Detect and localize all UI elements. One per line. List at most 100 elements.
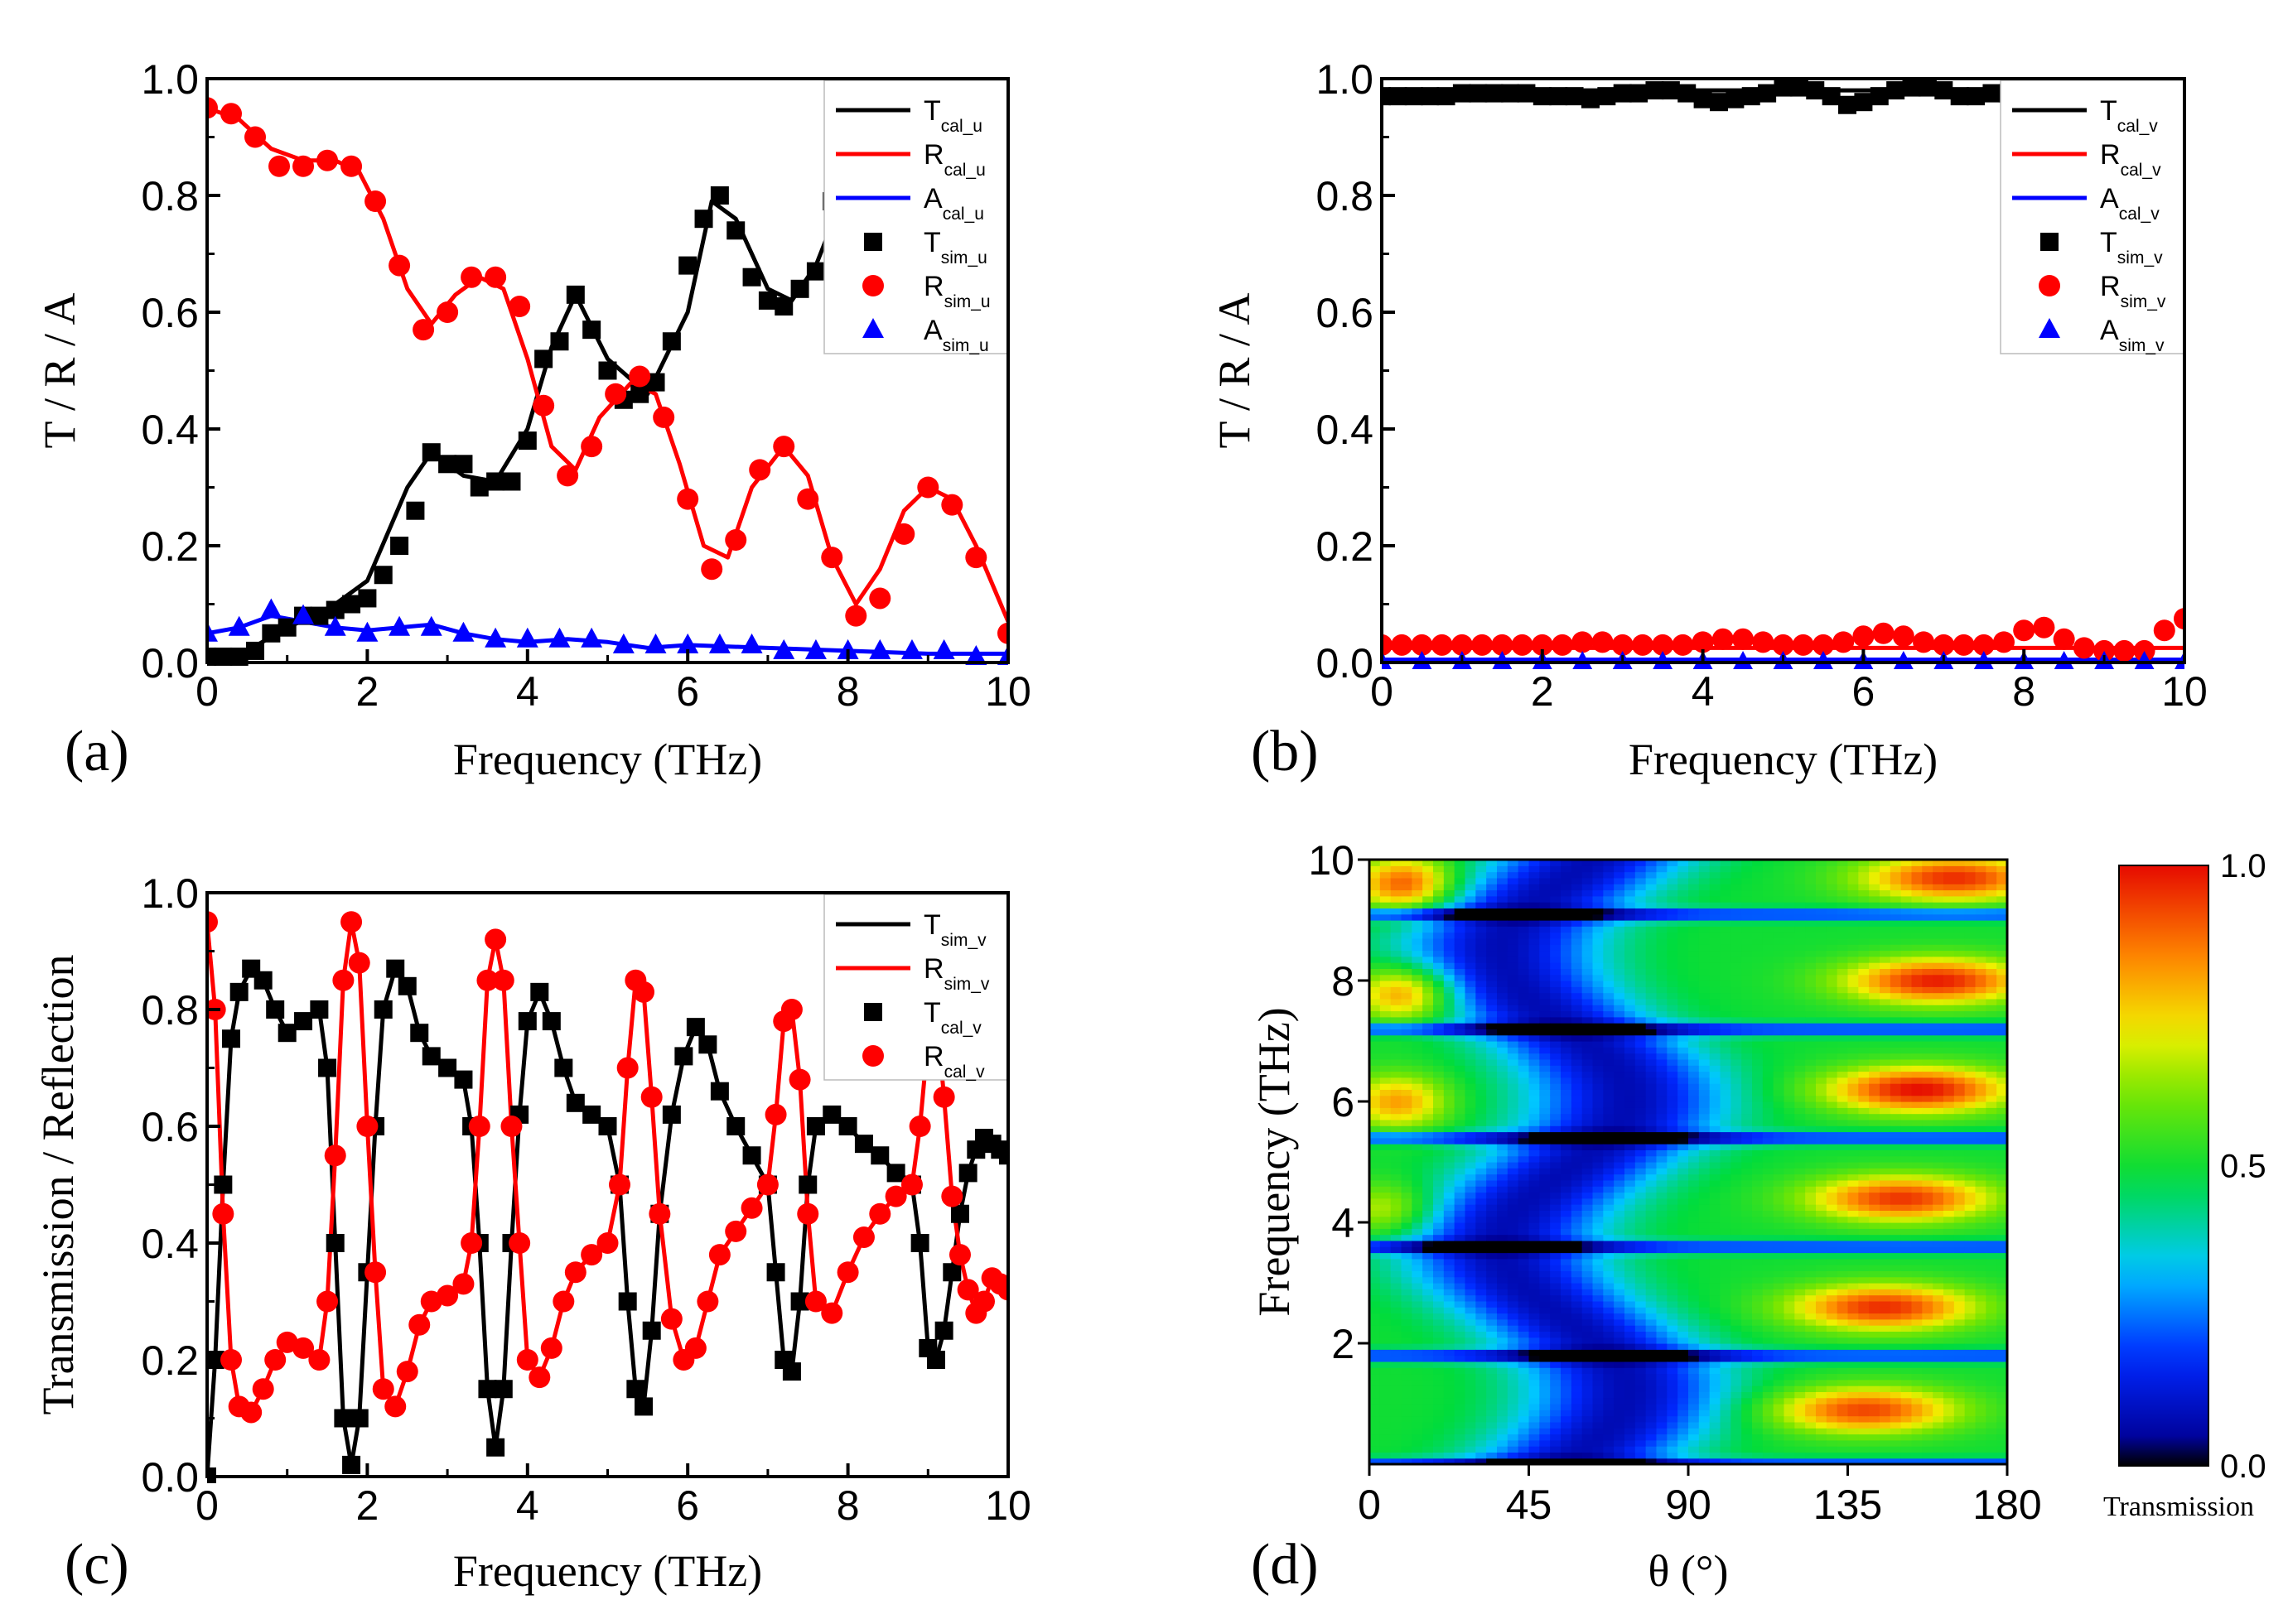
heatmap-cell	[1752, 889, 1764, 897]
heatmap-cell	[1581, 1210, 1594, 1217]
heatmap-cell	[1507, 1137, 1519, 1145]
heatmap-cell	[1561, 1446, 1572, 1453]
heatmap-cell	[1592, 1173, 1604, 1181]
heatmap-cell	[1624, 992, 1636, 1000]
heatmap-cell	[1634, 1053, 1647, 1060]
heatmap-cell	[1773, 992, 1785, 1000]
heatmap-cell	[1592, 1379, 1604, 1386]
heatmap-cell	[1539, 1421, 1551, 1429]
heatmap-cell	[1422, 992, 1434, 1000]
heatmap-cell	[1741, 1404, 1753, 1410]
heatmap-cell	[1624, 1361, 1636, 1368]
heatmap-cell	[1422, 1439, 1434, 1447]
heatmap-cell	[1624, 956, 1636, 963]
heatmap-cell	[1497, 1095, 1508, 1102]
heatmap-cell	[1379, 1179, 1392, 1187]
heatmap-cell	[1752, 1325, 1764, 1332]
heatmap-cell	[1465, 1162, 1476, 1169]
heatmap-cell	[1645, 1355, 1658, 1362]
heatmap-cell	[1592, 1446, 1604, 1453]
heatmap-cell	[1422, 913, 1434, 921]
heatmap-cell	[1486, 1434, 1498, 1441]
heatmap-cell	[1486, 932, 1498, 939]
heatmap-cell	[1826, 1234, 1838, 1241]
heatmap-cell	[1401, 1446, 1412, 1453]
heatmap-cell	[1752, 1367, 1764, 1375]
heatmap-cell	[1667, 1053, 1678, 1060]
heatmap-cell	[1475, 1089, 1487, 1096]
legend-label: Asim_v	[2100, 315, 2165, 355]
heatmap-cell	[1688, 1210, 1700, 1217]
heatmap-cell	[1752, 1222, 1764, 1229]
heatmap-cell	[1794, 974, 1806, 981]
heatmap-cell	[1816, 1047, 1827, 1054]
data-point-R-cal_v	[765, 1103, 787, 1125]
heatmap-cell	[1581, 1192, 1594, 1199]
heatmap-cell	[1603, 992, 1615, 1000]
heatmap-cell	[1614, 1421, 1625, 1429]
heatmap-cell	[1507, 1023, 1519, 1029]
heatmap-cell	[1412, 1162, 1423, 1169]
heatmap-cell	[1369, 981, 1381, 987]
heatmap-cell	[1614, 1452, 1625, 1459]
data-point-T-cal_v	[214, 1175, 233, 1194]
heatmap-cell	[1752, 1204, 1764, 1211]
heatmap-cell	[1720, 1289, 1731, 1296]
heatmap-cell	[1454, 1331, 1466, 1338]
heatmap-cell	[1784, 860, 1795, 866]
heatmap-cell	[1677, 1168, 1689, 1175]
heatmap-cell	[1390, 1265, 1402, 1271]
heatmap-cell	[1784, 1023, 1795, 1029]
heatmap-cell	[1614, 1265, 1625, 1271]
heatmap-cell	[1581, 956, 1594, 963]
x-tick-label: 2	[355, 1482, 379, 1529]
heatmap-cell	[1390, 1023, 1402, 1029]
data-point-R-cal_v	[684, 1337, 707, 1359]
heatmap-cell	[1550, 1361, 1562, 1368]
heatmap-cell	[1773, 1222, 1785, 1229]
heatmap-cell	[1614, 1415, 1625, 1423]
heatmap-cell	[1401, 1047, 1412, 1054]
heatmap-cell	[1645, 1065, 1658, 1072]
heatmap-cell	[1369, 1005, 1381, 1012]
heatmap-cell	[1667, 1246, 1678, 1254]
heatmap-cell	[1433, 860, 1445, 866]
legend-label-main: R	[2100, 271, 2121, 302]
heatmap-cell	[1667, 1089, 1678, 1096]
heatmap-cell	[1816, 1137, 1827, 1145]
heatmap-cell	[1634, 1222, 1647, 1229]
heatmap-cell	[1688, 1095, 1700, 1102]
heatmap-cell	[1475, 1446, 1487, 1453]
heatmap-cell	[1561, 1234, 1572, 1241]
heatmap-cell	[1518, 1047, 1530, 1054]
heatmap-cell	[1656, 920, 1668, 927]
heatmap-cell	[1571, 1204, 1583, 1211]
heatmap-cell	[1773, 1428, 1785, 1435]
heatmap-cell	[1677, 1179, 1689, 1187]
data-point-T-sim_v	[1661, 81, 1680, 100]
data-point-T-sim_u	[630, 384, 649, 403]
data-point-T-sim_u	[326, 600, 345, 619]
heatmap-cell	[1794, 1367, 1806, 1375]
heatmap-cell	[1805, 1283, 1817, 1289]
heatmap-cell	[1656, 981, 1668, 987]
heatmap-cell	[1784, 944, 1795, 952]
heatmap-cell	[1614, 908, 1625, 915]
heatmap-cell	[1805, 1246, 1817, 1254]
heatmap-cell	[1645, 1318, 1658, 1326]
heatmap-cell	[1486, 1446, 1498, 1453]
heatmap-cell	[1475, 1252, 1487, 1260]
heatmap-cell	[1475, 1077, 1487, 1084]
legend-label-subscript: sim_v	[944, 975, 990, 994]
heatmap-cell	[1475, 1410, 1487, 1417]
heatmap-cell	[1390, 1343, 1402, 1350]
heatmap-cell	[1709, 920, 1721, 927]
heatmap-cell	[1465, 1179, 1476, 1187]
heatmap-cell	[1507, 1410, 1519, 1417]
heatmap-cell	[1720, 962, 1731, 969]
heatmap-cell	[1667, 1439, 1678, 1447]
heatmap-cell	[1720, 889, 1731, 897]
heatmap-cell	[1518, 1313, 1530, 1320]
heatmap-cell	[1624, 860, 1636, 866]
heatmap-cell	[1688, 1307, 1700, 1314]
